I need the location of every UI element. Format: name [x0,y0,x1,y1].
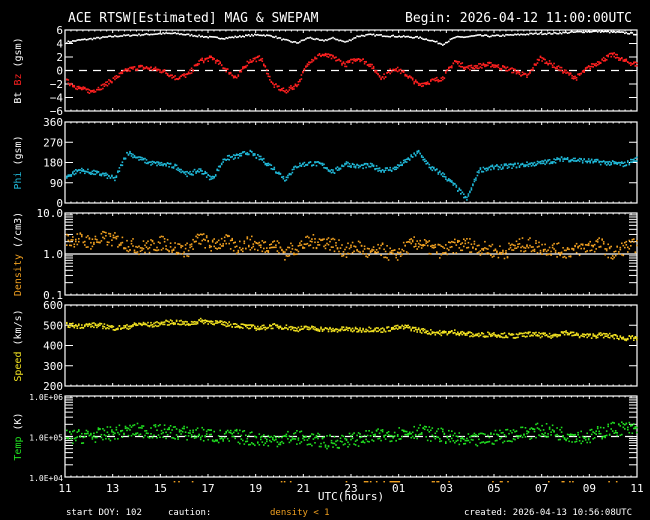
caution-density-note: density < 1 [270,508,330,518]
y-tick-label: 6 [56,24,63,37]
x-tick-label: 11 [630,482,643,495]
y-tick-label: 180 [43,157,63,170]
begin-time: Begin: 2026-04-12 11:00:00UTC [405,11,632,26]
y-axis-label: Speed (km/s) [13,309,24,381]
x-tick-label: 09 [583,482,596,495]
y-tick-label: −6 [50,105,63,118]
y-tick-label: 500 [43,319,63,332]
y-tick-label: 1.0E+04 [29,474,63,483]
x-axis: 11 13 15 17 19 21 23 01 03 05 07 09 11 [58,481,644,495]
series-density [66,230,638,261]
y-tick-label: 0.1 [43,289,63,302]
y-axis-label: Phi (gsm) [13,135,24,189]
x-tick-label: 13 [106,482,119,495]
panel-speed: 600 500 400 300 200 Speed (km/s) [13,299,638,393]
panel-temperature: 1.0E+06 1.0E+05 1.0E+04 Temp (K) [13,393,638,483]
y-tick-label: 0 [56,197,63,210]
y-axis-label: Density (/cm3) [13,212,24,296]
x-tick-label: 01 [392,482,405,495]
y-tick-label: 400 [43,340,63,353]
x-tick-label: 21 [297,482,310,495]
chart-title: ACE RTSW[Estimated] MAG & SWEPAM [68,11,319,26]
x-tick-label: 05 [487,482,500,495]
y-tick-label: 600 [43,299,63,312]
start-doy: start DOY: 102 [66,508,142,518]
y-tick-label: 200 [43,380,63,393]
x-axis-label: UTC(hours) [318,490,384,503]
y-tick-label: 1.0 [43,248,63,261]
series-bz [66,52,638,94]
x-tick-label: 07 [535,482,548,495]
y-axis-label: Bt Bz (gsm) [13,37,24,103]
y-tick-label: 1.0E+05 [29,434,63,443]
y-tick-label: −4 [50,92,64,105]
x-tick-label: 17 [201,482,214,495]
y-tick-label: −2 [50,78,63,91]
y-axis-label: Temp (K) [13,412,24,460]
x-tick-label: 03 [440,482,453,495]
series-temp [66,421,638,450]
y-tick-label: 2 [56,51,63,64]
plot-frame [64,304,638,387]
y-tick-label: 10.0 [37,207,64,220]
x-tick-label: 23 [344,482,357,495]
x-tick-label: 19 [249,482,262,495]
x-tick-label: 11 [58,482,71,495]
caution-label: caution: [168,508,211,518]
y-tick-label: 4 [56,38,63,51]
series-bt [66,30,638,46]
y-tick-label: 1.0E+06 [29,393,63,402]
y-tick-label: 90 [50,177,63,190]
y-tick-label: 0 [56,65,63,78]
y-tick-label: 300 [43,360,63,373]
panel-phi: 360 270 180 90 0 Phi (gsm) [13,116,638,210]
caution-markers [173,481,618,483]
series-speed [66,317,638,342]
created-time: created: 2026-04-13 10:56:08UTC [464,508,632,518]
series-phi [66,149,638,201]
panel-density: 10.0 1.0 0.1 Density (/cm3) [13,207,638,302]
x-tick-label: 15 [154,482,167,495]
y-tick-label: 360 [43,116,63,129]
y-tick-label: 270 [43,136,63,149]
